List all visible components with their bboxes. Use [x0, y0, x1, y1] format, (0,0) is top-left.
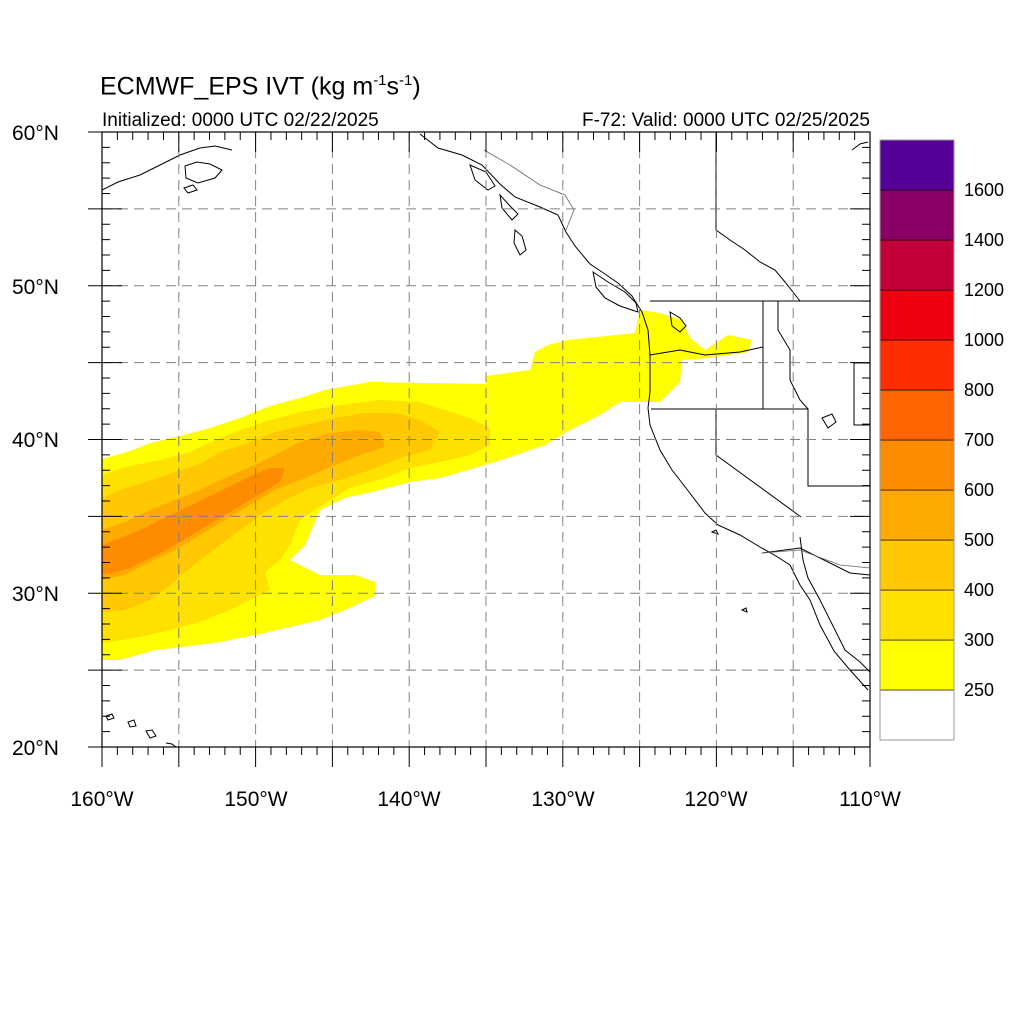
colorbar-label: 1400	[964, 230, 1004, 250]
map-title: ECMWF_EPS IVT (kg m-1s-1)	[100, 72, 421, 101]
colorbar-label: 250	[964, 680, 994, 700]
lat-label-20: 20°N	[12, 737, 59, 760]
colorbar-frame	[879, 139, 955, 741]
colorbar-label: 800	[964, 380, 994, 400]
colorbar-swatch	[879, 489, 955, 541]
initialized-label: Initialized: 0000 UTC 02/22/2025	[102, 110, 379, 131]
lon-label-110w: 110°W	[839, 788, 901, 811]
colorbar-swatch	[879, 289, 955, 341]
colorbar-swatch	[879, 139, 955, 191]
valid-time-label: F-72: Valid: 0000 UTC 02/25/2025	[582, 110, 870, 131]
colorbar-swatch	[879, 689, 955, 741]
coastlines	[102, 133, 870, 747]
lat-label-50: 50°N	[12, 276, 59, 299]
colorbar-swatch	[879, 639, 955, 691]
colorbar-label: 500	[964, 530, 994, 550]
axis-ticks	[88, 131, 871, 767]
colorbar-label: 300	[964, 630, 994, 650]
colorbar-label: 400	[964, 580, 994, 600]
ivt-shading	[102, 310, 752, 660]
colorbar-label: 700	[964, 430, 994, 450]
lat-label-30: 30°N	[12, 583, 59, 606]
colorbar-swatch	[879, 189, 955, 241]
lat-label-40: 40°N	[12, 429, 59, 452]
colorbar-swatch	[879, 239, 955, 291]
lat-label-60: 60°N	[12, 122, 59, 145]
colorbar: 250 300 400 500 600 700 800 1000 1200 1400 1600	[879, 139, 1004, 741]
lon-label-140w: 140°W	[377, 788, 440, 811]
colorbar-label: 1600	[964, 180, 1004, 200]
colorbar-swatch	[879, 339, 955, 391]
alaska-panhandle-border	[483, 149, 870, 569]
colorbar-swatch	[879, 539, 955, 591]
colorbar-swatch	[879, 439, 955, 491]
colorbar-swatch	[879, 389, 955, 441]
colorbar-label: 600	[964, 480, 994, 500]
lon-label-150w: 150°W	[224, 788, 287, 811]
colorbar-swatch	[879, 589, 955, 641]
ivt-band-3	[102, 413, 440, 612]
colorbar-label: 1000	[964, 330, 1004, 350]
gridlines	[102, 132, 870, 747]
lon-label-120w: 120°W	[684, 788, 747, 811]
colorbar-label: 1200	[964, 280, 1004, 300]
lon-label-130w: 130°W	[531, 788, 594, 811]
lon-label-160w: 160°W	[70, 788, 133, 811]
ivt-band-5	[102, 468, 285, 574]
